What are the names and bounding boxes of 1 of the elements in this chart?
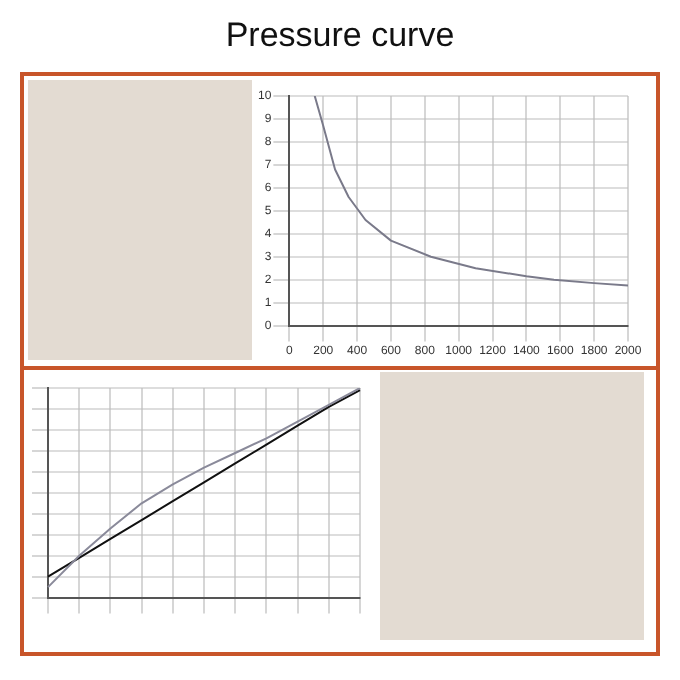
chart-title: Pressure curve (223, 16, 457, 56)
